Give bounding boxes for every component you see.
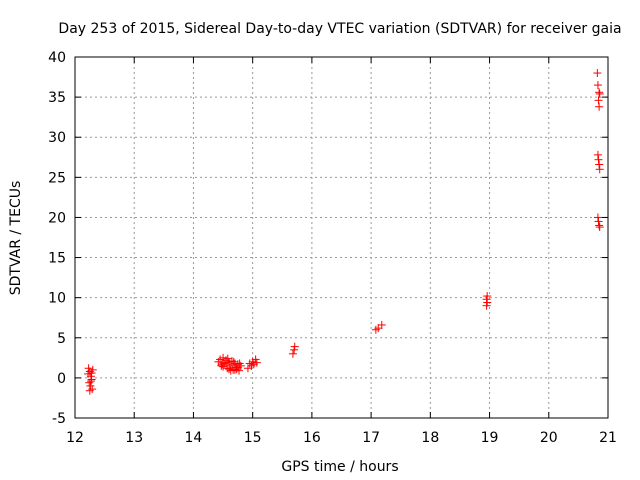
y-axis-title: SDTVAR / TECUs (8, 181, 24, 296)
data-point (226, 366, 235, 375)
data-point (593, 150, 602, 159)
data-point (377, 320, 386, 329)
data-point (595, 102, 604, 111)
x-tick-label: 15 (244, 430, 262, 446)
grid (75, 57, 608, 418)
x-tick-label: 20 (540, 430, 558, 446)
data-point (595, 165, 604, 174)
data-point (224, 365, 233, 374)
data-point (290, 342, 299, 351)
data-points (84, 69, 604, 395)
data-point (84, 364, 93, 373)
x-axis-title: GPS time / hours (281, 459, 398, 475)
y-tick-label: 40 (48, 50, 66, 66)
data-point (85, 378, 94, 387)
chart-title: Day 253 of 2015, Sidereal Day-to-day VTE… (58, 21, 621, 37)
y-tick-label: 20 (48, 210, 66, 226)
plot-area-frame (74, 56, 609, 419)
y-tick-label: 30 (48, 130, 66, 146)
data-point (593, 213, 602, 222)
data-point (595, 223, 604, 232)
data-point (483, 292, 492, 301)
x-tick-label: 19 (481, 430, 499, 446)
data-point (595, 89, 604, 98)
data-point (290, 345, 299, 354)
data-point (217, 360, 226, 369)
x-tick-label: 12 (66, 430, 84, 446)
x-tick-label: 14 (185, 430, 203, 446)
data-point (593, 81, 602, 90)
data-point (233, 363, 242, 372)
data-point (594, 217, 603, 226)
data-point (88, 365, 97, 374)
data-point (86, 377, 95, 386)
data-point (374, 324, 383, 333)
data-point (232, 365, 241, 374)
data-point (593, 69, 602, 78)
y-tick-label: 5 (57, 331, 66, 347)
data-point (229, 357, 238, 366)
data-point (595, 221, 604, 230)
x-tick-label: 18 (421, 430, 439, 446)
data-point (594, 155, 603, 164)
y-tick-label: 10 (48, 291, 66, 307)
data-point (595, 88, 604, 97)
y-tick-label: 15 (48, 251, 66, 267)
data-point (223, 354, 232, 363)
data-point (594, 96, 603, 105)
y-tick-label: 25 (48, 170, 66, 186)
x-tick-label: 16 (303, 430, 321, 446)
data-point (86, 381, 95, 390)
y-tick-label: -5 (52, 411, 66, 427)
data-point (222, 358, 231, 367)
x-tick-label: 13 (125, 430, 143, 446)
data-point (595, 160, 604, 169)
axis-ticks: 12 13 14 15 16 17 18 19 20 21 -5 0 5 10 15 20 25 30 35 40 (48, 50, 617, 446)
y-tick-label: 35 (48, 90, 66, 106)
data-point (482, 295, 491, 304)
data-point (251, 355, 260, 364)
data-point (288, 349, 297, 358)
data-point (235, 359, 244, 368)
data-point (227, 361, 236, 370)
data-point (252, 358, 261, 367)
x-tick-label: 17 (362, 430, 380, 446)
data-point (85, 386, 94, 395)
data-point (84, 369, 93, 378)
data-point (87, 369, 96, 378)
x-tick-label: 21 (599, 430, 617, 446)
y-tick-label: 0 (57, 371, 66, 387)
